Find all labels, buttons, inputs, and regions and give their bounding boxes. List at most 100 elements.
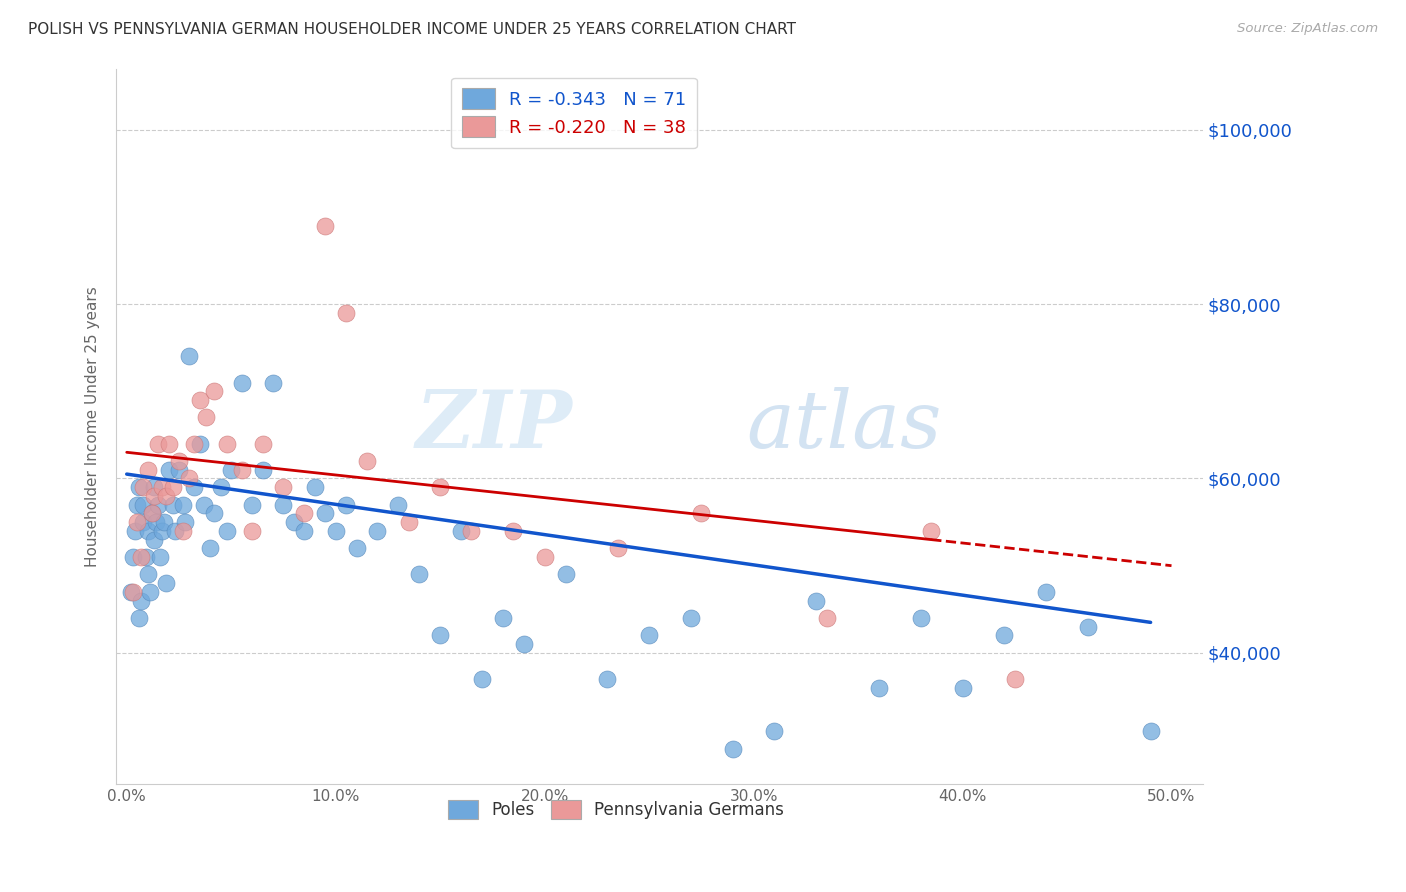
Point [127, 498, 149, 512]
Point [157, 463, 180, 477]
Point [215, 436, 238, 450]
Point [460, 524, 482, 538]
Point [335, 498, 357, 512]
Legend: Poles, Pennsylvania Germans: Poles, Pennsylvania Germans [441, 793, 792, 825]
Point [304, 480, 326, 494]
Point [162, 498, 184, 512]
Point [638, 628, 661, 642]
Point [146, 436, 169, 450]
Point [127, 515, 149, 529]
Point [262, 376, 284, 390]
Point [128, 480, 150, 494]
Point [200, 541, 222, 556]
Y-axis label: Householder Income Under 25 years: Householder Income Under 25 years [86, 285, 100, 566]
Point [231, 376, 253, 390]
Point [292, 507, 315, 521]
Point [162, 480, 184, 494]
Point [920, 524, 942, 538]
Point [240, 498, 263, 512]
Point [128, 611, 150, 625]
Point [1035, 585, 1057, 599]
Point [150, 524, 173, 538]
Point [533, 549, 555, 564]
Point [183, 480, 205, 494]
Point [138, 585, 160, 599]
Point [356, 454, 378, 468]
Point [314, 219, 336, 233]
Point [910, 611, 932, 625]
Point [149, 549, 172, 564]
Point [366, 524, 388, 538]
Point [141, 507, 163, 521]
Point [120, 585, 142, 599]
Point [868, 681, 890, 695]
Point [174, 515, 197, 529]
Point [145, 515, 167, 529]
Point [132, 515, 155, 529]
Point [429, 628, 451, 642]
Point [606, 541, 628, 556]
Point [188, 436, 211, 450]
Point [335, 306, 357, 320]
Point [204, 384, 226, 399]
Point [1077, 620, 1099, 634]
Point [429, 480, 451, 494]
Point [398, 515, 420, 529]
Point [252, 463, 274, 477]
Point [387, 498, 409, 512]
Point [167, 454, 190, 468]
Point [273, 480, 295, 494]
Point [155, 489, 177, 503]
Point [314, 507, 336, 521]
Point [136, 463, 159, 477]
Point [492, 611, 515, 625]
Point [513, 637, 536, 651]
Text: POLISH VS PENNSYLVANIA GERMAN HOUSEHOLDER INCOME UNDER 25 YEARS CORRELATION CHAR: POLISH VS PENNSYLVANIA GERMAN HOUSEHOLDE… [28, 22, 796, 37]
Point [763, 724, 786, 739]
Point [554, 567, 576, 582]
Point [408, 567, 430, 582]
Point [721, 742, 744, 756]
Point [122, 549, 145, 564]
Point [502, 524, 524, 538]
Text: atlas: atlas [747, 387, 942, 465]
Point [450, 524, 472, 538]
Point [124, 524, 146, 538]
Point [131, 593, 153, 607]
Point [815, 611, 838, 625]
Text: ZIP: ZIP [416, 387, 572, 465]
Point [136, 567, 159, 582]
Point [131, 549, 153, 564]
Point [273, 498, 295, 512]
Point [150, 480, 173, 494]
Point [167, 463, 190, 477]
Point [163, 524, 186, 538]
Point [952, 681, 974, 695]
Point [179, 471, 201, 485]
Point [136, 524, 159, 538]
Point [142, 489, 165, 503]
Point [135, 549, 157, 564]
Point [153, 515, 176, 529]
Point [231, 463, 253, 477]
Point [188, 392, 211, 407]
Point [132, 498, 155, 512]
Point [283, 515, 305, 529]
Point [346, 541, 368, 556]
Point [209, 480, 232, 494]
Point [215, 524, 238, 538]
Point [679, 611, 702, 625]
Point [146, 498, 169, 512]
Point [142, 533, 165, 547]
Point [122, 585, 145, 599]
Point [157, 436, 180, 450]
Point [219, 463, 242, 477]
Point [993, 628, 1015, 642]
Point [292, 524, 315, 538]
Point [325, 524, 347, 538]
Point [141, 507, 163, 521]
Point [179, 349, 201, 363]
Point [1139, 724, 1161, 739]
Point [193, 498, 215, 512]
Point [155, 576, 177, 591]
